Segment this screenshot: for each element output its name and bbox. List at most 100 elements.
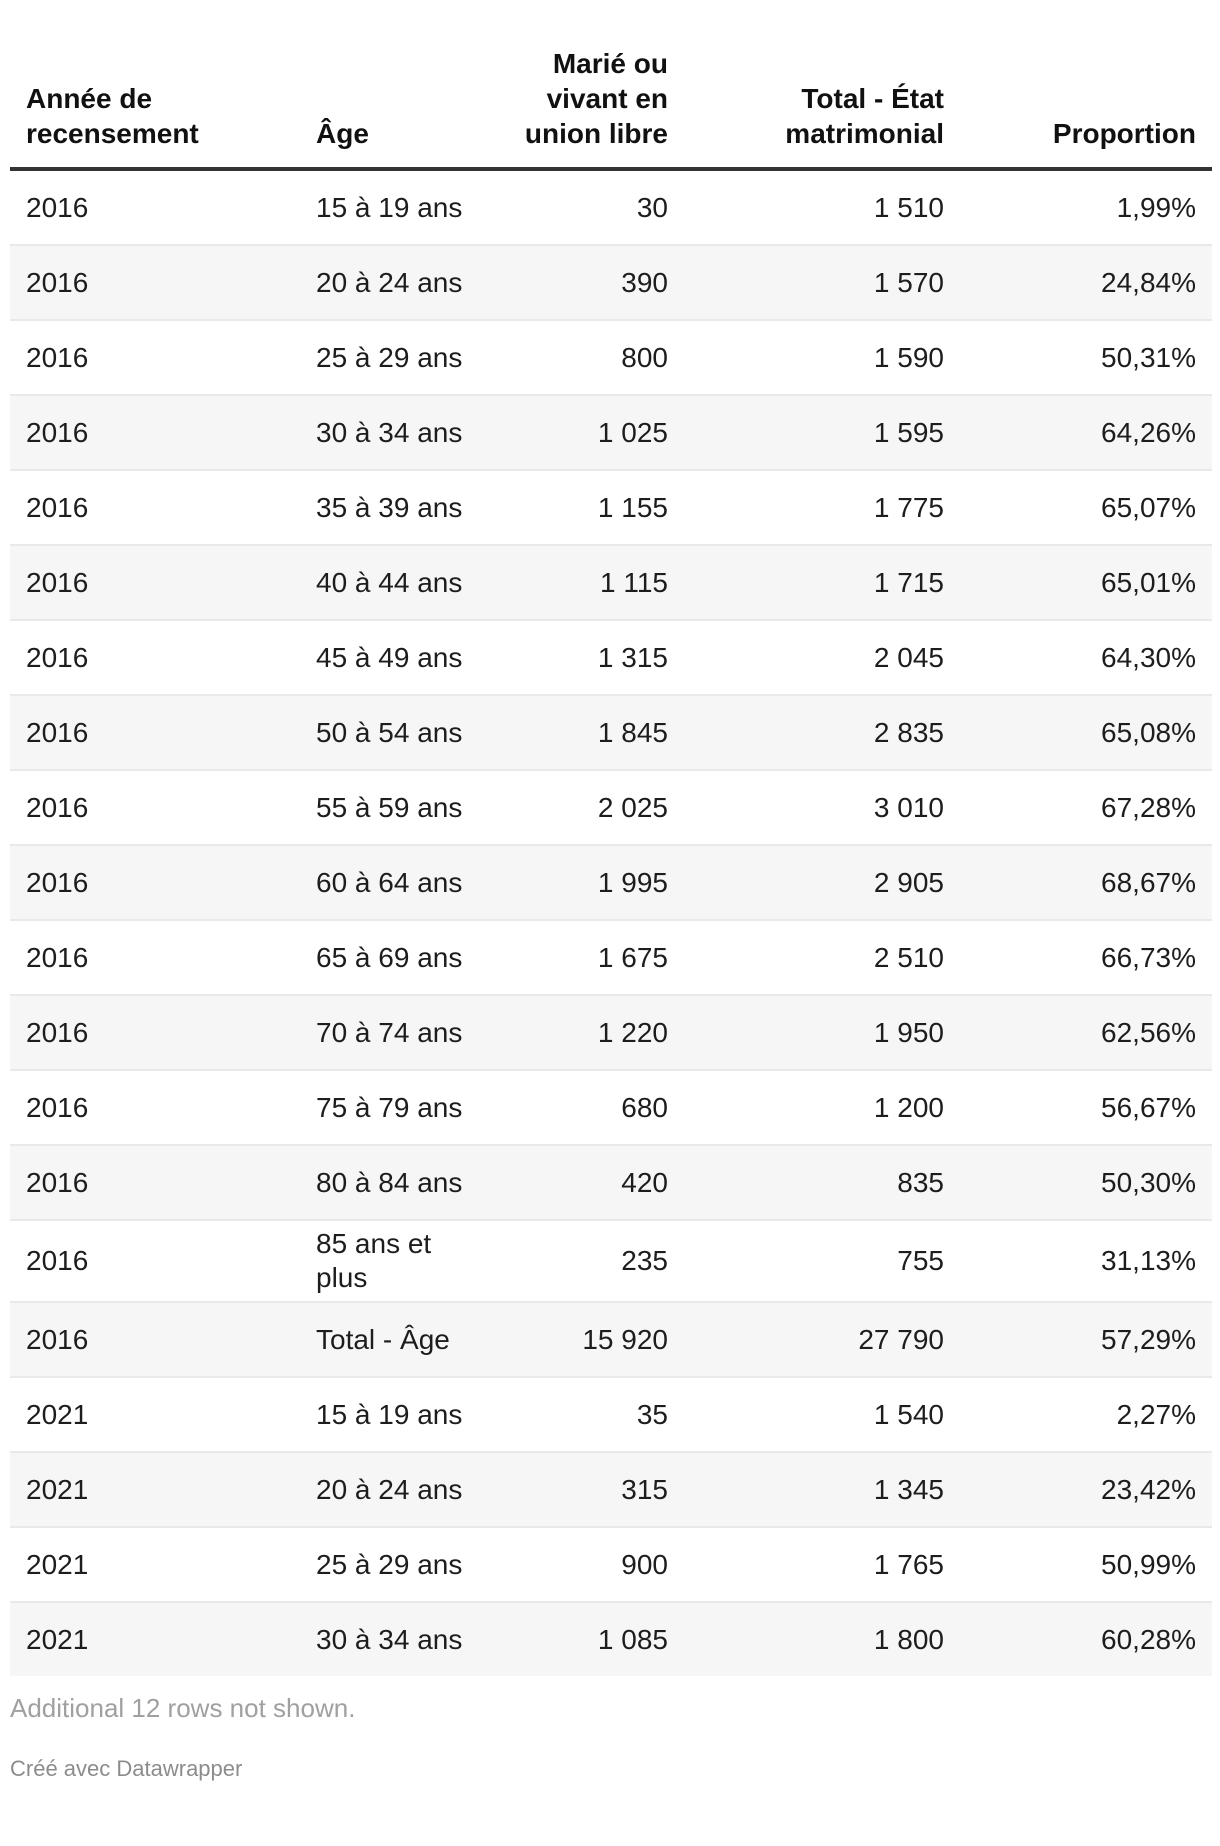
cell-proportion: 50,99% [1101,1548,1196,1580]
cell-total-marital-status: 1 765 [873,1548,944,1580]
cell-married-common-law: 1 220 [597,1016,668,1048]
cell-census-year: 2016 [26,1016,89,1048]
cell-married-common-law: 1 995 [597,866,668,898]
cell-age: 20 à 24 ans [316,266,463,298]
table-row: 2016 55 à 59 ans 2 025 3 010 67,28% [10,770,1212,845]
cell-age: 35 à 39 ans [316,491,463,523]
cell-census-year: 2016 [26,416,89,448]
table-row: 2016 40 à 44 ans 1 115 1 715 65,01% [10,545,1212,620]
cell-total-marital-status: 755 [897,1245,944,1276]
cell-age: 15 à 19 ans [316,1398,463,1430]
table-row: 2016 80 à 84 ans 420 835 50,30% [10,1145,1212,1220]
cell-age: 85 ans et plus [316,1228,432,1293]
cell-age: 65 à 69 ans [316,941,463,973]
cell-total-marital-status: 1 570 [873,266,944,298]
col-header-married-common-law: Marié ou vivant en union libre [524,48,668,149]
cell-married-common-law: 35 [636,1398,668,1430]
table-row: 2016 60 à 64 ans 1 995 2 905 68,67% [10,845,1212,920]
cell-age: Total - Âge [316,1323,450,1355]
cell-proportion: 50,31% [1101,341,1196,373]
cell-proportion: 56,67% [1101,1091,1196,1123]
cell-total-marital-status: 1 950 [873,1016,944,1048]
cell-census-year: 2021 [26,1473,89,1505]
cell-census-year: 2021 [26,1623,89,1655]
cell-census-year: 2016 [26,791,89,823]
table-row: 2016 45 à 49 ans 1 315 2 045 64,30% [10,620,1212,695]
cell-proportion: 31,13% [1101,1245,1196,1276]
cell-married-common-law: 30 [636,191,668,223]
cell-proportion: 65,08% [1101,716,1196,748]
cell-married-common-law: 1 315 [597,641,668,673]
cell-census-year: 2016 [26,266,89,298]
table-row: 2021 30 à 34 ans 1 085 1 800 60,28% [10,1602,1212,1676]
cell-age: 55 à 59 ans [316,791,463,823]
cell-census-year: 2016 [26,341,89,373]
cell-proportion: 68,67% [1101,866,1196,898]
cell-married-common-law: 800 [621,341,668,373]
col-header-age: Âge [316,118,369,149]
cell-married-common-law: 1 845 [597,716,668,748]
cell-age: 50 à 54 ans [316,716,463,748]
col-header-total-marital-status: Total - État matrimonial [785,83,944,149]
cell-married-common-law: 1 025 [597,416,668,448]
cell-married-common-law: 315 [621,1473,668,1505]
table-row: 2016 50 à 54 ans 1 845 2 835 65,08% [10,695,1212,770]
table-row: 2016 Total - Âge 15 920 27 790 57,29% [10,1302,1212,1377]
cell-total-marital-status: 1 800 [873,1623,944,1655]
cell-proportion: 62,56% [1101,1016,1196,1048]
cell-total-marital-status: 1 590 [873,341,944,373]
cell-married-common-law: 1 115 [600,566,668,598]
cell-proportion: 1,99% [1116,191,1196,223]
cell-total-marital-status: 2 835 [873,716,944,748]
cell-proportion: 23,42% [1101,1473,1196,1505]
cell-age: 75 à 79 ans [316,1091,463,1123]
table-row: 2021 20 à 24 ans 315 1 345 23,42% [10,1452,1212,1527]
datawrapper-attribution-link[interactable]: Créé avec Datawrapper [10,1756,243,1781]
attribution-line: Créé avec Datawrapper [10,1756,1220,1782]
table-row: 2016 30 à 34 ans 1 025 1 595 64,26% [10,395,1212,470]
cell-age: 25 à 29 ans [316,341,463,373]
table-row: 2016 85 ans et plus 235 755 31,13% [10,1220,1212,1302]
table-row: 2021 15 à 19 ans 35 1 540 2,27% [10,1377,1212,1452]
cell-married-common-law: 15 920 [582,1323,668,1355]
cell-total-marital-status: 835 [897,1166,944,1198]
table-row: 2016 65 à 69 ans 1 675 2 510 66,73% [10,920,1212,995]
cell-total-marital-status: 1 345 [873,1473,944,1505]
cell-married-common-law: 1 675 [597,941,668,973]
cell-total-marital-status: 1 540 [873,1398,944,1430]
cell-married-common-law: 1 085 [597,1623,668,1655]
cell-census-year: 2016 [26,1323,89,1355]
cell-married-common-law: 390 [621,266,668,298]
cell-total-marital-status: 1 510 [873,191,944,223]
cell-total-marital-status: 1 595 [873,416,944,448]
cell-total-marital-status: 2 510 [873,941,944,973]
cell-census-year: 2016 [26,716,89,748]
cell-proportion: 24,84% [1101,266,1196,298]
cell-age: 15 à 19 ans [316,191,463,223]
cell-total-marital-status: 2 045 [873,641,944,673]
cell-total-marital-status: 1 775 [873,491,944,523]
cell-census-year: 2016 [26,1166,89,1198]
cell-proportion: 57,29% [1101,1323,1196,1355]
table-row: 2016 70 à 74 ans 1 220 1 950 62,56% [10,995,1212,1070]
cell-total-marital-status: 1 715 [873,566,944,598]
cell-married-common-law: 2 025 [597,791,668,823]
cell-age: 80 à 84 ans [316,1166,463,1198]
cell-married-common-law: 680 [621,1091,668,1123]
cell-total-marital-status: 1 200 [873,1091,944,1123]
cell-proportion: 65,07% [1101,491,1196,523]
table-container: Année de recensement Âge Marié ou vivant… [10,26,1212,1676]
cell-proportion: 64,30% [1101,641,1196,673]
cell-total-marital-status: 27 790 [858,1323,944,1355]
cell-married-common-law: 420 [621,1166,668,1198]
table-row: 2016 15 à 19 ans 30 1 510 1,99% [10,169,1212,245]
table-row: 2016 75 à 79 ans 680 1 200 56,67% [10,1070,1212,1145]
census-table: Année de recensement Âge Marié ou vivant… [10,26,1212,1676]
table-row: 2016 25 à 29 ans 800 1 590 50,31% [10,320,1212,395]
col-header-proportion: Proportion [1052,118,1196,149]
cell-proportion: 50,30% [1101,1166,1196,1198]
cell-married-common-law: 235 [621,1245,668,1276]
cell-age: 40 à 44 ans [316,566,463,598]
cell-age: 60 à 64 ans [316,866,463,898]
